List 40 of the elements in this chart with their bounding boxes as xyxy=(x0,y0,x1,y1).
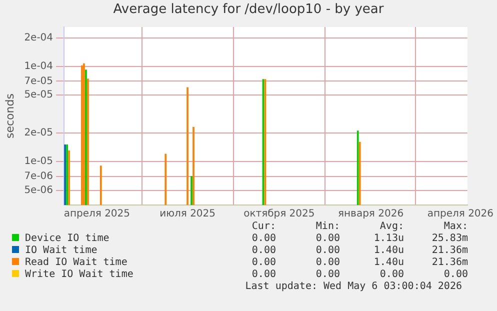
text: 0.00 xyxy=(314,245,340,257)
text: Cur: xyxy=(250,221,276,233)
text: 0.00 xyxy=(442,269,468,281)
y-tick-label: 1e-04 xyxy=(24,61,54,72)
y-tick-label: 1e-05 xyxy=(24,156,54,168)
text: 0.00 xyxy=(378,269,404,281)
text: 0.00 xyxy=(250,269,276,281)
x-tick-label: апреля 2025 xyxy=(64,208,130,220)
legend-label: Read IO Wait time xyxy=(25,257,128,268)
y-tick-label: 5e-05 xyxy=(24,90,54,101)
y-tick-label: 7e-06 xyxy=(24,170,54,182)
text: Min: xyxy=(314,221,340,233)
text: 0.00 xyxy=(314,233,340,245)
text: 0.00 xyxy=(250,245,276,257)
text: Max: xyxy=(442,221,468,233)
text: 0.00 xyxy=(250,257,276,269)
text: 21.36m xyxy=(430,245,468,257)
x-tick-label: апреля 2026 xyxy=(427,208,494,220)
text: 0.00 xyxy=(314,269,340,281)
text: 1.13u xyxy=(372,233,404,245)
text: Avg: xyxy=(378,221,404,233)
y-tick-label: 5e-06 xyxy=(24,184,54,196)
legend-label: Device IO time xyxy=(25,233,110,244)
x-tick-label: июля 2025 xyxy=(160,208,216,220)
y-tick-label: 7e-05 xyxy=(24,76,54,87)
y-tick-label: 2e-04 xyxy=(24,32,54,44)
chart-title: Average latency for /dev/loop10 - by year xyxy=(112,2,385,17)
legend-label: Write IO Wait time xyxy=(25,269,134,280)
text: 0.00 xyxy=(250,233,276,245)
text: 1.40u xyxy=(372,257,404,269)
legend-label: IO Wait time xyxy=(25,245,98,256)
y-tick-label: 2e-05 xyxy=(24,128,54,139)
text: Last update: Wed May 6 03:00:04 2026 xyxy=(245,281,462,292)
x-tick-label: января 2026 xyxy=(338,208,404,220)
text: 25.83m xyxy=(430,233,468,245)
y-axis-title: seconds xyxy=(3,93,16,138)
x-tick-label: октября 2025 xyxy=(244,208,315,220)
text: 1.40u xyxy=(372,245,404,257)
text: 21.36m xyxy=(430,257,468,269)
text: 0.00 xyxy=(314,257,340,269)
